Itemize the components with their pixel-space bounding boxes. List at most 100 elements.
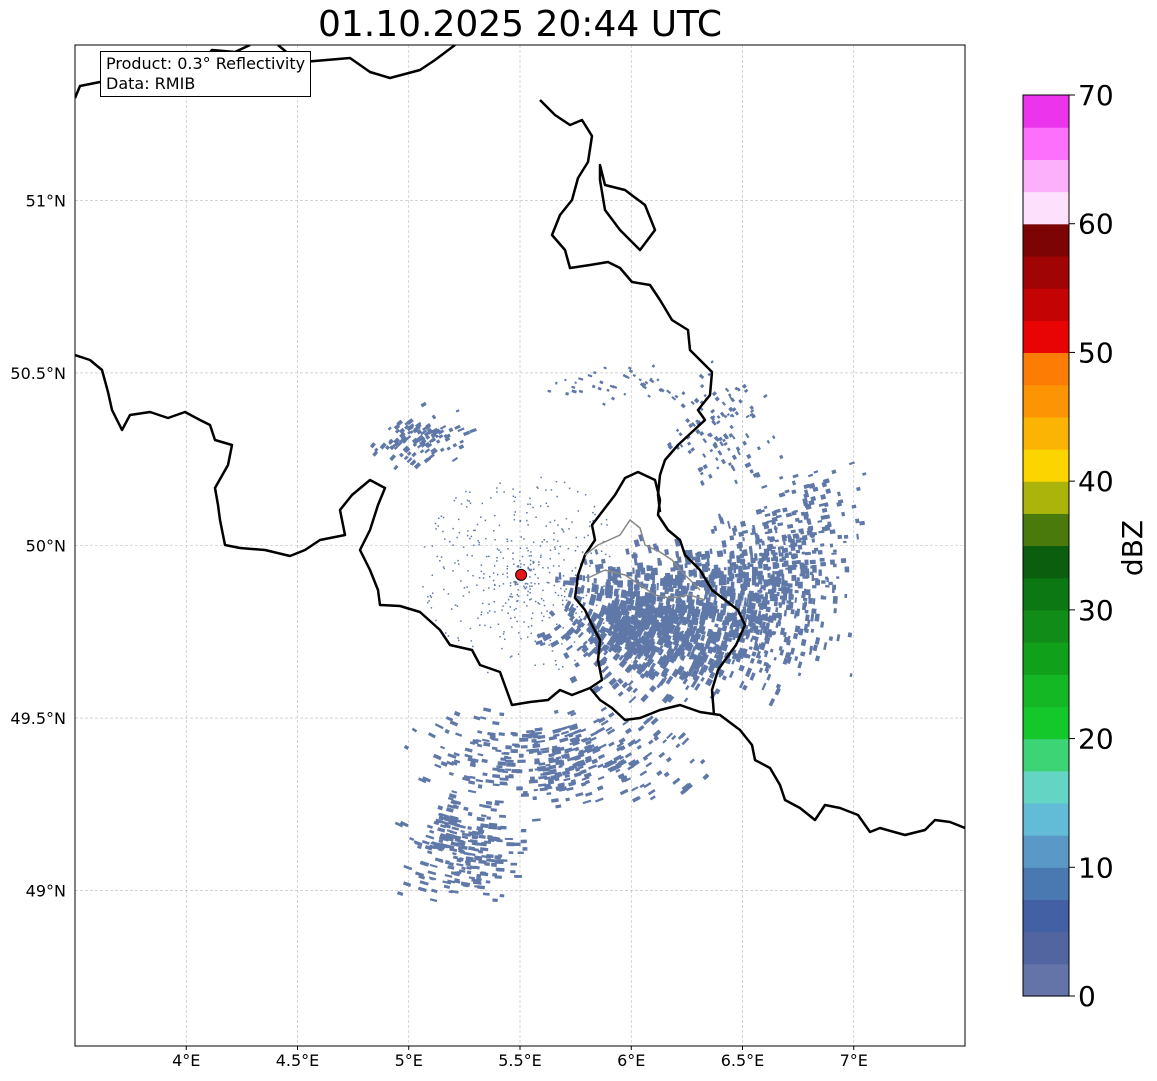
radar-echo-cell [460,881,471,887]
radar-echo-cell [719,609,727,616]
radar-echo-cell [631,786,639,792]
radar-echo-cell [566,605,569,608]
radar-echo-cell [617,691,624,697]
radar-echo-cell [458,848,465,854]
radar-echo-cell [637,595,643,603]
radar-echo-cell [832,584,837,590]
radar-echo-cell [621,615,627,625]
radar-echo-cell [665,597,670,605]
radar-echo-cell [439,447,445,453]
radar-echo-cell [657,657,663,664]
radar-echo-cell [766,566,771,570]
radar-echo-cell [516,600,518,603]
radar-echo-cell [634,574,638,582]
radar-echo-cell [731,435,736,440]
radar-echo-cell [492,572,495,574]
radar-echo-cell [555,576,559,583]
radar-echo-cell [624,650,630,657]
radar-echo-cell [638,635,645,644]
radar-echo-cell [772,562,778,570]
radar-echo-cell [505,768,511,771]
radar-echo-cell [608,712,615,718]
radar-echo-cell [809,571,813,576]
colorbar-tick-label: 40 [1078,465,1114,498]
radar-echo-cell [634,738,642,745]
radar-echo-cell [554,546,556,548]
state-borders [584,518,706,601]
radar-echo-cell [832,595,838,604]
radar-echo-cell [421,840,430,845]
radar-echo-cell [691,422,696,428]
colorbar-segment [1023,835,1069,868]
radar-echo-cell [470,535,473,538]
radar-echo-cell [666,732,674,740]
radar-echo-cell [427,870,437,876]
radar-echo-cell [769,536,776,542]
radar-echo-cell [456,862,464,867]
radar-echo-cell [812,644,818,652]
radar-echo-cell [551,650,554,652]
radar-echo-cell [711,419,716,424]
radar-echo-cell [610,396,616,401]
radar-echo-cell [503,631,505,633]
radar-echo-cell [627,579,634,587]
radar-echo-cell [632,567,635,574]
radar-echo-cell [689,606,695,615]
radar-echo-cell [700,480,705,486]
radar-echo-cell [440,820,450,826]
radar-echo-cell [647,789,656,796]
radar-echo-cell [777,522,784,527]
radar-echo-cell [567,611,575,619]
radar-echo-cell [784,489,790,494]
radar-echo-cell [437,429,445,435]
radar-echo-cell [514,581,517,583]
radar-echo-cell [563,595,566,598]
radar-echo-cell [563,559,565,561]
radar-echo-cell [557,594,560,597]
radar-echo-cell [473,544,475,547]
radar-echo-cell [579,621,586,628]
radar-echo-cell [512,488,514,490]
radar-echo-cell [807,520,812,526]
radar-echo-cell [723,414,728,419]
radar-echo-cell [841,511,846,517]
radar-echo-cell [540,476,542,479]
radar-echo-cell [496,573,499,576]
radar-echo-cell [622,631,630,641]
radar-echo-cell [482,577,485,579]
radar-echo-cell [488,603,490,605]
radar-echo-cell [813,470,819,474]
radar-echo-cell [411,437,419,444]
radar-echo-cell [522,847,528,851]
radar-echo-cell [564,774,571,778]
radar-echo-cell [727,520,731,529]
radar-echo-cell [818,530,823,534]
radar-echo-cell [713,564,719,572]
radar-echo-cell [794,625,801,633]
radar-echo-cell [638,378,642,382]
radar-echo-cell [588,764,598,770]
radar-echo-cell [546,610,548,612]
radar-echo-cell [520,536,523,538]
radar-echo-cell [745,414,750,419]
radar-echo-cell [519,491,521,493]
radar-echo-cell [670,567,676,572]
radar-echo-cell [468,876,476,880]
radar-echo-cell [487,731,496,737]
radar-echo-cell [406,457,413,464]
radar-echo-cell [594,549,599,555]
radar-echo-cell [543,604,546,607]
radar-echo-cell [403,455,409,461]
radar-echo-cell [775,607,779,613]
radar-echo-cell [623,392,627,396]
radar-echo-cell [823,526,828,532]
radar-echo-cell [542,771,550,776]
radar-echo-cell [729,535,735,541]
radar-echo-cell [716,415,721,419]
radar-echo-cell [572,725,579,731]
radar-echo-cell [727,447,731,452]
radar-echo-cell [527,549,529,552]
radar-echo-cell [820,621,825,628]
radar-echo-cell [561,599,564,602]
radar-echo-cell [472,739,480,745]
